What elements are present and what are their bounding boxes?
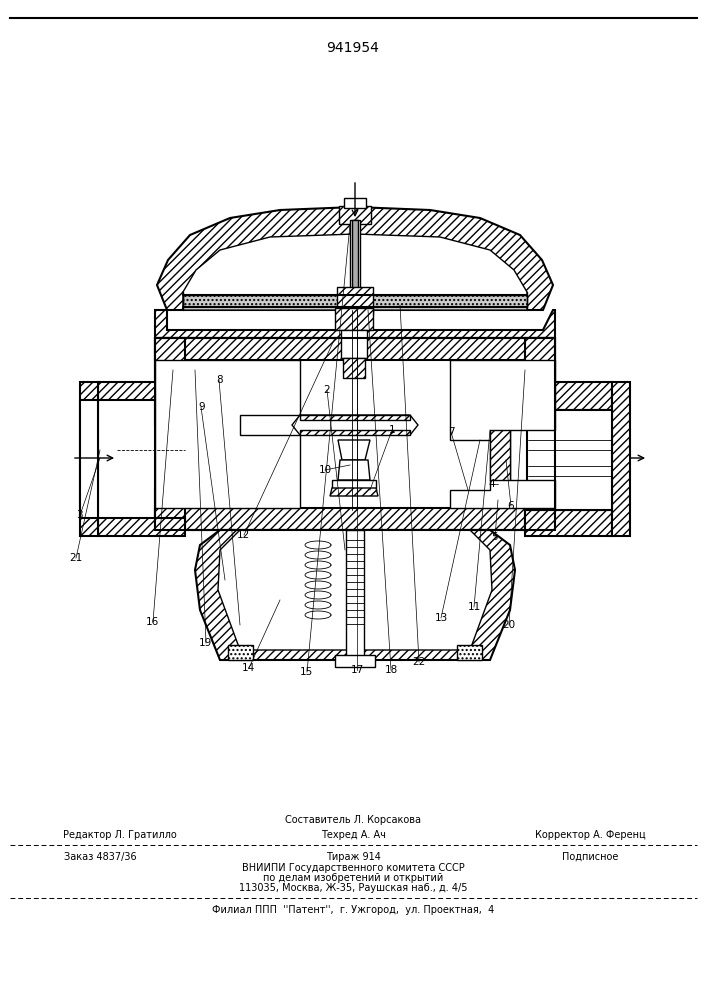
Text: 4: 4 [488, 479, 495, 489]
Bar [341, 330, 367, 358]
Bar [344, 198, 366, 208]
Text: 113035, Москва, Ж-35, Раушская наб., д. 4/5: 113035, Москва, Ж-35, Раушская наб., д. … [239, 883, 467, 893]
Text: 3: 3 [76, 510, 83, 520]
Bar [352, 220, 358, 310]
Polygon shape [612, 382, 630, 536]
Text: 18: 18 [385, 665, 397, 675]
Text: 21: 21 [70, 553, 83, 563]
Text: Составитель Л. Корсакова: Составитель Л. Корсакова [285, 815, 421, 825]
Text: 1: 1 [389, 425, 396, 435]
Text: 941954: 941954 [327, 41, 380, 55]
Text: 15: 15 [300, 667, 313, 677]
Text: 19: 19 [199, 638, 212, 648]
Polygon shape [155, 360, 300, 508]
Polygon shape [525, 510, 612, 536]
Text: Редактор Л. Гратилло: Редактор Л. Гратилло [63, 830, 177, 840]
Text: 14: 14 [243, 663, 255, 673]
Polygon shape [155, 490, 185, 530]
Bar [350, 220, 360, 310]
Polygon shape [525, 338, 555, 425]
Polygon shape [195, 530, 515, 660]
Polygon shape [98, 518, 185, 536]
Polygon shape [300, 415, 410, 420]
Polygon shape [157, 207, 553, 310]
Text: 17: 17 [351, 665, 363, 675]
Bar [228, 645, 253, 660]
Text: 11: 11 [468, 602, 481, 612]
Text: 8: 8 [216, 375, 223, 385]
Polygon shape [332, 480, 376, 490]
Text: Техред А. Ач: Техред А. Ач [320, 830, 385, 840]
Polygon shape [300, 430, 410, 435]
Polygon shape [98, 382, 185, 400]
Bar [335, 655, 375, 667]
Polygon shape [155, 338, 185, 425]
Bar [335, 308, 373, 330]
Text: ВНИИПИ Государственного комитета СССР: ВНИИПИ Государственного комитета СССР [242, 863, 464, 873]
Polygon shape [338, 440, 370, 460]
Text: Подписное: Подписное [562, 852, 618, 862]
Bar [346, 530, 364, 660]
Text: 6: 6 [507, 501, 514, 511]
Polygon shape [527, 410, 612, 510]
Polygon shape [450, 360, 555, 508]
Text: 9: 9 [198, 402, 205, 412]
Polygon shape [80, 382, 98, 536]
Text: Тираж 914: Тираж 914 [325, 852, 380, 862]
Text: 22: 22 [412, 657, 425, 667]
Polygon shape [218, 530, 492, 650]
Text: 5: 5 [491, 532, 498, 542]
Polygon shape [525, 382, 612, 410]
Bar [343, 358, 365, 378]
Polygon shape [330, 488, 378, 496]
Polygon shape [292, 415, 418, 435]
Polygon shape [155, 310, 555, 338]
Polygon shape [155, 508, 555, 530]
Text: 13: 13 [435, 613, 448, 623]
Polygon shape [490, 430, 510, 480]
Text: 7: 7 [448, 427, 455, 437]
Polygon shape [525, 490, 555, 530]
Bar [183, 295, 527, 307]
Text: 12: 12 [238, 530, 250, 540]
Bar [337, 287, 373, 315]
Text: 16: 16 [146, 617, 159, 627]
Bar [457, 645, 482, 660]
Text: 10: 10 [319, 465, 332, 475]
Text: 2: 2 [323, 385, 330, 395]
Text: Филиал ППП  ''Патент'',  г. Ужгород,  ул. Проектная,  4: Филиал ППП ''Патент'', г. Ужгород, ул. П… [212, 905, 494, 915]
Text: 20: 20 [503, 620, 515, 630]
Text: Корректор А. Ференц: Корректор А. Ференц [534, 830, 645, 840]
Bar [339, 206, 371, 224]
Polygon shape [183, 234, 527, 310]
Polygon shape [338, 460, 370, 480]
Polygon shape [80, 400, 98, 518]
Text: Заказ 4837/36: Заказ 4837/36 [64, 852, 136, 862]
Text: по делам изобретений и открытий: по делам изобретений и открытий [263, 873, 443, 883]
Polygon shape [155, 338, 555, 360]
